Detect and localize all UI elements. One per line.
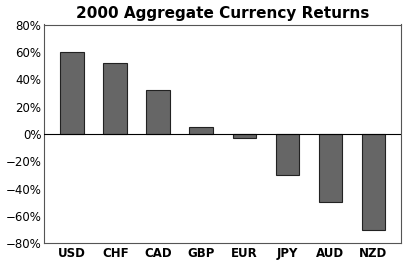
Bar [319, 134, 342, 202]
Bar [190, 127, 213, 134]
Bar [276, 134, 299, 175]
Bar [103, 63, 127, 134]
Bar [61, 52, 84, 134]
Bar [361, 134, 385, 230]
Bar [232, 134, 256, 138]
Title: 2000 Aggregate Currency Returns: 2000 Aggregate Currency Returns [76, 6, 370, 20]
Bar [147, 90, 170, 134]
